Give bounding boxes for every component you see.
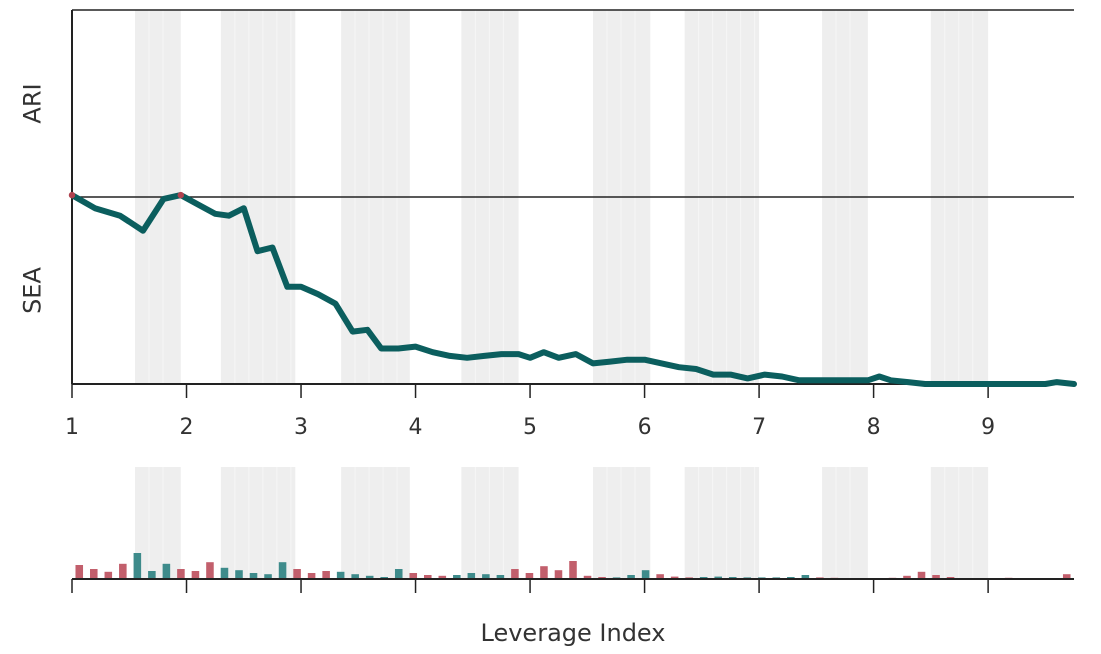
bar-shaded-band-0: [134, 467, 181, 579]
positive-segments: [68, 191, 184, 199]
x-tick-label: 2: [180, 415, 194, 440]
x-tick-label: 4: [409, 415, 423, 440]
bar-x-ticks: [71, 579, 989, 593]
bar-panel: [71, 467, 1074, 593]
series-line: [69, 192, 1077, 387]
bar: [249, 573, 258, 579]
bar: [206, 562, 214, 579]
bar: [583, 575, 592, 579]
x-ticks: [71, 384, 989, 398]
bar-shaded-bands: [134, 467, 989, 579]
bar: [1062, 574, 1071, 579]
bar: [148, 571, 156, 579]
x-tick-label: 6: [638, 415, 652, 440]
bar: [133, 553, 142, 579]
bar: [932, 575, 940, 579]
bar-shaded-band-7: [930, 467, 989, 579]
positive-point: [177, 191, 184, 199]
bar: [162, 563, 171, 579]
bar: [917, 571, 926, 579]
bar: [409, 573, 418, 579]
bar: [801, 575, 810, 579]
bar: [714, 576, 722, 579]
bar-shaded-band-1: [220, 467, 296, 579]
bar: [467, 573, 476, 579]
x-tick-label: 3: [294, 415, 308, 440]
bar: [554, 570, 563, 579]
bar: [293, 569, 301, 579]
bar: [336, 571, 345, 579]
bar: [627, 575, 635, 579]
x-tick-labels: 1 2 3 4 5 6 7 8 9: [65, 415, 995, 440]
bar: [641, 570, 650, 579]
bar: [496, 575, 505, 579]
bar: [264, 574, 272, 579]
bar: [903, 575, 911, 579]
bar-shaded-band-3: [461, 467, 519, 579]
positive-point: [68, 191, 76, 199]
bar: [119, 563, 127, 579]
bar: [569, 561, 577, 579]
bar: [424, 575, 432, 579]
x-tick-label: 8: [867, 415, 881, 440]
region-label-ari: ARI: [18, 83, 46, 123]
x-tick-label: 1: [65, 415, 79, 440]
bar: [525, 573, 534, 579]
bar: [656, 574, 664, 579]
bar: [75, 565, 84, 579]
bar: [511, 569, 519, 579]
bar-shaded-band-2: [341, 467, 410, 579]
bar: [394, 569, 403, 579]
bar: [278, 562, 287, 579]
x-tick-label: 5: [523, 415, 537, 440]
bar: [453, 575, 461, 579]
bar: [670, 576, 679, 579]
bar-shaded-band-5: [684, 467, 760, 579]
bar: [540, 566, 548, 579]
x-tick-label: 9: [981, 415, 995, 440]
main-plot: 1 2 3 4 5 6 7 8 9 ARI SEA: [18, 9, 1077, 440]
region-label-sea: SEA: [18, 267, 46, 314]
bar-shaded-band-6: [822, 467, 868, 579]
bar: [307, 573, 316, 579]
bar: [104, 571, 113, 579]
bar: [351, 574, 359, 579]
bar: [322, 571, 330, 579]
x-tick-label: 7: [752, 415, 766, 440]
x-axis-label: Leverage Index: [481, 619, 666, 647]
bar: [220, 567, 229, 579]
bar-shaded-band-4: [593, 467, 651, 579]
bar: [235, 570, 243, 579]
bar: [438, 575, 447, 579]
bar: [191, 571, 200, 579]
bar: [177, 569, 185, 579]
bar: [90, 569, 98, 579]
bar: [365, 575, 374, 579]
bar: [482, 574, 490, 579]
